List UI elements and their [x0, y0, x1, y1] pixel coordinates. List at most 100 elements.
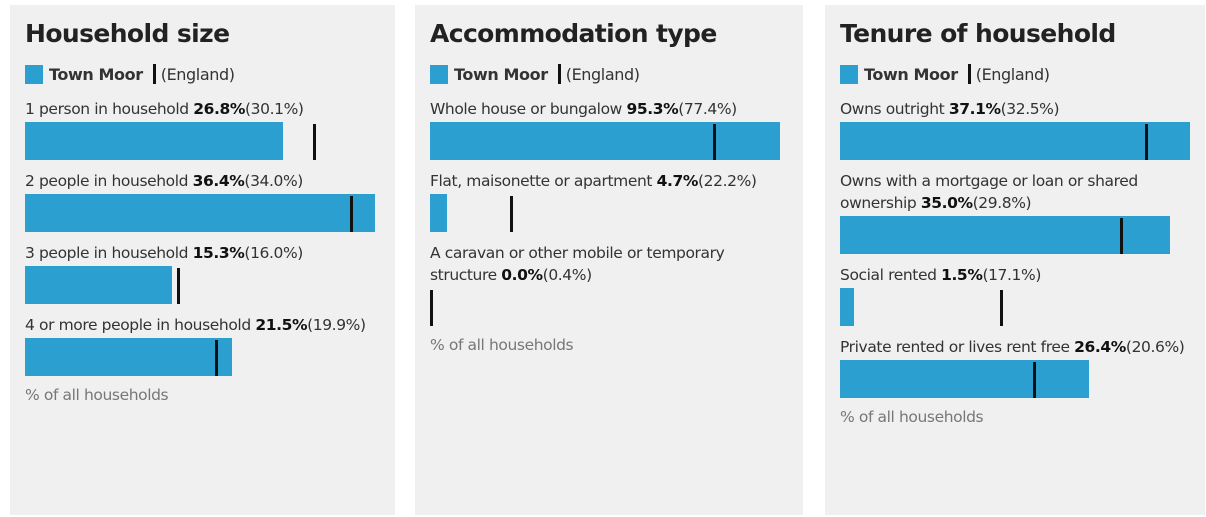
- legend: Town Moor (England): [840, 64, 1190, 84]
- category-label: A caravan or other mobile or temporary s…: [430, 244, 725, 284]
- comparison-marker: [999, 290, 1003, 326]
- bar: [840, 216, 1171, 254]
- bar: [840, 360, 1090, 398]
- note: % of all households: [430, 336, 574, 354]
- comparison-marker: [1032, 362, 1036, 398]
- comparison-marker: [214, 340, 218, 376]
- comparison-label: (32.5%): [1000, 100, 1060, 118]
- value-label: 21.5%: [255, 316, 308, 334]
- legend: Town Moor (England): [25, 64, 380, 84]
- note: % of all households: [840, 408, 984, 426]
- comparison-label: (17.1%): [982, 266, 1041, 284]
- comparison-marker: [350, 196, 354, 232]
- comparison-label: (19.9%): [307, 316, 366, 334]
- legend-swatch: [430, 64, 448, 84]
- bar: [840, 122, 1190, 160]
- bar-label: Flat, maisonette or apartment 4.7%(22.2%…: [430, 170, 780, 192]
- category-label: 2 people in household: [25, 172, 189, 190]
- bar-area: [840, 122, 1190, 160]
- category-label: Social rented: [840, 266, 937, 284]
- comparison-marker: [1119, 218, 1123, 254]
- bar-label: Owns with a mortgage or loan or shared o…: [840, 170, 1190, 214]
- panel-title: Tenure of household: [840, 19, 1116, 48]
- value-label: 1.5%: [941, 266, 983, 284]
- value-label: 0.0%: [501, 266, 543, 284]
- category-label: Owns outright: [840, 100, 945, 118]
- bar-label: 2 people in household 36.4%(34.0%): [25, 170, 375, 192]
- comparison-label: (16.0%): [244, 244, 303, 262]
- category-label: 3 people in household: [25, 244, 189, 262]
- category-label: Private rented or lives rent free: [840, 338, 1070, 356]
- value-label: 35.0%: [920, 194, 973, 212]
- bar: [430, 122, 780, 160]
- legend-label: Town Moor: [454, 64, 548, 84]
- comparison-label: (29.8%): [972, 194, 1032, 212]
- comparison-label: (20.6%): [1125, 338, 1185, 356]
- value-label: 36.4%: [192, 172, 245, 190]
- bar-label: Owns outright 37.1%(32.5%): [840, 98, 1190, 120]
- bar: [25, 338, 232, 376]
- panel-title: Household size: [25, 19, 230, 48]
- legend-marker: [557, 64, 561, 84]
- bar-area: [25, 266, 375, 304]
- bar-area: [25, 338, 375, 376]
- category-label: 1 person in household: [25, 100, 189, 118]
- comparison-label: (34.0%): [244, 172, 303, 190]
- value-label: 15.3%: [192, 244, 245, 262]
- panel: Accommodation type Town Moor (England) Whol…: [415, 5, 803, 515]
- comparison-label: (77.4%): [678, 100, 737, 118]
- comparison-marker: [712, 124, 716, 160]
- bar-label: 4 or more people in household 21.5%(19.9…: [25, 314, 375, 336]
- bar-area: [429, 288, 780, 326]
- legend-label: (England): [975, 64, 1050, 84]
- bar-area: [25, 194, 375, 232]
- comparison-marker: [510, 196, 514, 232]
- legend-marker: [152, 64, 156, 84]
- value-label: 26.4%: [1074, 338, 1126, 356]
- bar-area: [25, 122, 375, 160]
- legend-label: (England): [160, 64, 235, 84]
- bar-area: [430, 194, 780, 232]
- bar-label: 1 person in household 26.8%(30.1%): [25, 98, 375, 120]
- comparison-marker: [312, 124, 316, 160]
- bar-label: 3 people in household 15.3%(16.0%): [25, 242, 375, 264]
- category-label: 4 or more people in household: [25, 316, 251, 334]
- value-label: 4.7%: [656, 172, 699, 190]
- legend-swatch: [25, 64, 43, 84]
- legend-label: (England): [565, 64, 640, 84]
- value-label: 37.1%: [948, 100, 1001, 118]
- value-label: 95.3%: [626, 100, 679, 118]
- bar-area: [430, 122, 780, 160]
- note: % of all households: [25, 386, 169, 404]
- comparison-label: (22.2%): [698, 172, 757, 190]
- legend-marker: [967, 64, 971, 84]
- panel: Tenure of household Town Moor (England) Own…: [825, 5, 1205, 515]
- legend-label: Town Moor: [864, 64, 958, 84]
- category-label: Owns with a mortgage or loan or shared o…: [840, 172, 1138, 212]
- bar-area: [840, 360, 1190, 398]
- bar-label: Private rented or lives rent free 26.4%(…: [840, 336, 1190, 358]
- comparison-marker: [429, 290, 433, 326]
- value-label: 26.8%: [193, 100, 246, 118]
- bar-area: [840, 216, 1190, 254]
- legend-label: Town Moor: [49, 64, 143, 84]
- panel-title: Accommodation type: [430, 19, 717, 48]
- panel: Household size Town Moor (England) 1 person…: [10, 5, 395, 515]
- bar: [430, 194, 448, 232]
- legend: Town Moor (England): [430, 64, 788, 84]
- bar: [25, 122, 283, 160]
- bar: [840, 288, 855, 326]
- category-label: Flat, maisonette or apartment: [430, 172, 653, 190]
- bar: [25, 266, 173, 304]
- bar-label: Social rented 1.5%(17.1%): [840, 264, 1190, 286]
- category-label: Whole house or bungalow: [430, 100, 622, 118]
- legend-swatch: [840, 64, 858, 84]
- comparison-marker: [177, 268, 181, 304]
- bar: [25, 194, 375, 232]
- comparison-label: (0.4%): [542, 266, 592, 284]
- comparison-marker: [1145, 124, 1149, 160]
- comparison-label: (30.1%): [245, 100, 304, 118]
- bar-label: A caravan or other mobile or temporary s…: [430, 242, 780, 286]
- bar-label: Whole house or bungalow 95.3%(77.4%): [430, 98, 780, 120]
